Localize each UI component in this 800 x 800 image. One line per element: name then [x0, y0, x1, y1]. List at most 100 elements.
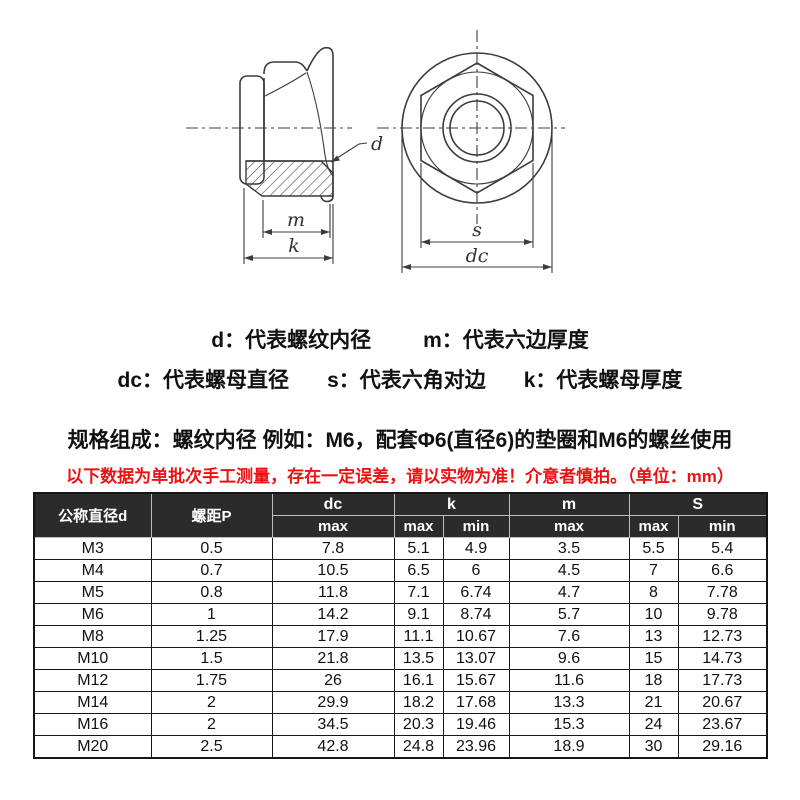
legend-line-2: dc：代表螺母直径 s：代表六角对边 k：代表螺母厚度 — [0, 368, 800, 393]
spec-cell: 19.46 — [442, 713, 510, 736]
spec-cell: 23.67 — [677, 713, 768, 736]
spec-cell: 5.5 — [628, 537, 679, 560]
spec-cell: 17.9 — [271, 625, 395, 648]
thread-major-circle — [442, 93, 512, 163]
spec-cell: M5 — [33, 581, 152, 604]
d-label: d — [371, 133, 383, 155]
spec-cell: 21.8 — [271, 647, 395, 670]
table-row: M6 1 14.2 9.1 8.74 5.7 10 9.78 — [33, 603, 768, 626]
body-top-outline — [263, 61, 308, 75]
table-row: M14 2 29.9 18.2 17.68 13.3 21 20.67 — [33, 691, 768, 714]
spec-cell: 14.2 — [271, 603, 395, 626]
spec-cell: 6.74 — [442, 581, 510, 604]
legend-dc: dc：代表螺母直径 — [117, 369, 290, 392]
spec-cell: 11.6 — [508, 669, 630, 692]
legend-k: k：代表螺母厚度 — [523, 369, 683, 392]
table-row: M3 0.5 7.8 5.1 4.9 3.5 5.5 5.4 — [33, 537, 768, 560]
spec-cell: 15.3 — [508, 713, 630, 736]
header-k-max: max — [393, 515, 444, 538]
k-label: k — [288, 235, 300, 257]
spec-cell: 16.1 — [393, 669, 444, 692]
spec-cell: 15.67 — [442, 669, 510, 692]
spec-cell: 34.5 — [271, 713, 395, 736]
header-m-max: max — [508, 515, 630, 538]
table-row: M20 2.5 42.8 24.8 23.96 18.9 30 29.16 — [33, 735, 768, 759]
spec-cell: 12.73 — [677, 625, 768, 648]
spec-cell: 18.9 — [508, 735, 630, 759]
header-k-min: min — [442, 515, 510, 538]
spec-cell: 0.7 — [150, 559, 273, 582]
spec-cell: 5.4 — [677, 537, 768, 560]
hex-chamfer-curve — [264, 72, 307, 97]
dimension-s: s — [420, 163, 534, 248]
d-leader-arrow-icon — [331, 155, 340, 162]
thread-bore-circle — [449, 100, 505, 156]
spec-cell: 9.78 — [677, 603, 768, 626]
flange-outline — [306, 46, 334, 203]
header-pitch: 螺距P — [150, 492, 273, 538]
spec-cell: 2 — [150, 713, 273, 736]
table-row: M4 0.7 10.5 6.5 6 4.5 7 6.6 — [33, 559, 768, 582]
spec-cell: 17.68 — [442, 691, 510, 714]
spec-cell: 23.96 — [442, 735, 510, 759]
spec-cell: 7.8 — [271, 537, 395, 560]
spec-cell: 7.6 — [508, 625, 630, 648]
spec-cell: 6.5 — [393, 559, 444, 582]
top-view: s dc — [377, 30, 565, 273]
spec-cell: 9.1 — [393, 603, 444, 626]
dimension-m: m — [262, 200, 331, 238]
spec-cell: 4.5 — [508, 559, 630, 582]
spec-cell: 13 — [628, 625, 679, 648]
legend-s: s：代表六角对边 — [327, 369, 486, 392]
technical-drawing: d m k — [186, 30, 565, 273]
spec-cell: 20.3 — [393, 713, 444, 736]
spec-cell: M3 — [33, 537, 152, 560]
header-nominal-diameter: 公称直径d — [33, 492, 152, 538]
spec-cell: 18 — [628, 669, 679, 692]
header-s-min: min — [677, 515, 768, 538]
spec-cell: 2.5 — [150, 735, 273, 759]
spec-cell: M20 — [33, 735, 152, 759]
dimension-d: d — [330, 133, 383, 163]
spec-cell: 3.5 — [508, 537, 630, 560]
spec-cell: 15 — [628, 647, 679, 670]
spec-cell: M8 — [33, 625, 152, 648]
spec-cell: 29.16 — [677, 735, 768, 759]
spec-cell: M10 — [33, 647, 152, 670]
dimension-k: k — [243, 188, 334, 264]
spec-cell: 8 — [628, 581, 679, 604]
spec-cell: 13.3 — [508, 691, 630, 714]
spec-cell: 42.8 — [271, 735, 395, 759]
table-row: M10 1.5 21.8 13.5 13.07 9.6 15 14.73 — [33, 647, 768, 670]
spec-cell: 4.9 — [442, 537, 510, 560]
m-label: m — [287, 209, 305, 231]
hatched-cross-section — [245, 160, 334, 197]
d-leader-line — [330, 142, 368, 163]
spec-cell: 6.6 — [677, 559, 768, 582]
legend-line-1: d：代表螺纹内径 m：代表六边厚度 — [0, 328, 800, 353]
spec-composition-note: 规格组成：螺纹内径 例如：M6，配套Φ6(直径6)的垫圈和M6的螺丝使用 — [67, 429, 733, 452]
spec-cell: 7.1 — [393, 581, 444, 604]
spec-cell: 26 — [271, 669, 395, 692]
legend-d: d：代表螺纹内径 — [211, 329, 372, 352]
spec-table-body: M3 0.5 7.8 5.1 4.9 3.5 5.5 5.4 M4 0.7 10.5 6.5 6 4.5 7… — [33, 537, 768, 759]
table-row: M8 1.25 17.9 11.1 10.67 7.6 13 12.73 — [33, 625, 768, 648]
table-row: M5 0.8 11.8 7.1 6.74 4.7 8 7.78 — [33, 581, 768, 604]
spec-cell: 5.7 — [508, 603, 630, 626]
hexagon-outline — [420, 62, 534, 194]
spec-cell: 10 — [628, 603, 679, 626]
header-s-max: max — [628, 515, 679, 538]
table-row: M16 2 34.5 20.3 19.46 15.3 24 23.67 — [33, 713, 768, 736]
spec-cell: 0.5 — [150, 537, 273, 560]
legend-m: m：代表六边厚度 — [423, 329, 589, 352]
spec-cell: 4.7 — [508, 581, 630, 604]
flange-circle — [401, 52, 553, 204]
spec-cell: 24 — [628, 713, 679, 736]
spec-cell: 30 — [628, 735, 679, 759]
header-k: k — [393, 492, 510, 516]
spec-cell: 8.74 — [442, 603, 510, 626]
spec-cell: 7.78 — [677, 581, 768, 604]
spec-cell: M14 — [33, 691, 152, 714]
spec-cell: M6 — [33, 603, 152, 626]
